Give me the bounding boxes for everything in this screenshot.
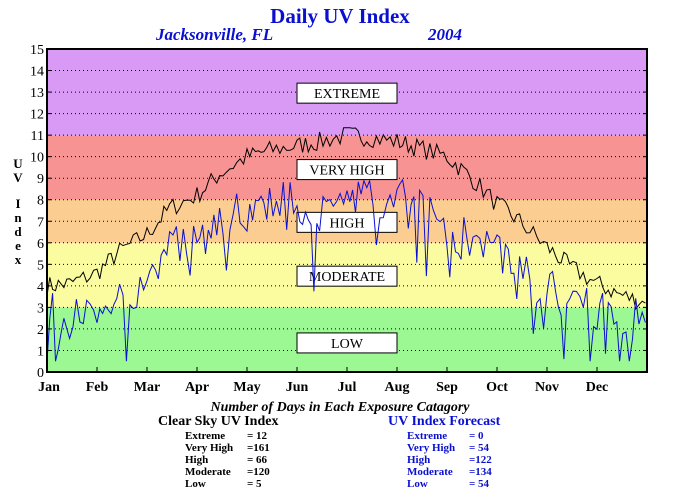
x-tick-label: Sep <box>436 380 458 395</box>
x-tick-label: May <box>233 380 260 395</box>
clear-stat-row: High = 66 <box>185 454 305 466</box>
y-tick-label: 7 <box>37 215 44 230</box>
forecast-stat-row: High =122 <box>407 454 519 466</box>
band-label-box <box>296 332 398 354</box>
y-axis-label-char: d <box>14 224 22 239</box>
y-tick-label: 6 <box>37 237 44 252</box>
stat-label: Very High <box>185 442 234 454</box>
y-tick-label: 9 <box>37 172 44 187</box>
stat-label: High <box>185 454 209 466</box>
stat-label: High <box>407 454 431 466</box>
location-label: Jacksonville, FL <box>156 25 274 44</box>
band-label-text: HIGH <box>330 216 365 231</box>
stat-label: Extreme <box>407 430 448 442</box>
stat-label: Moderate <box>185 466 231 478</box>
y-tick-label: 11 <box>31 129 44 144</box>
x-tick-label: Apr <box>185 380 209 395</box>
clear-stat-row: Moderate =120 <box>185 466 305 478</box>
forecast-stat-row: Very High = 54 <box>407 442 519 454</box>
clear-stat-row: Extreme = 12 <box>185 430 305 442</box>
band-label-text: VERY HIGH <box>309 164 384 179</box>
band-label-high: HIGH <box>296 211 398 233</box>
stat-label: Moderate <box>407 466 453 478</box>
x-tick-label: Nov <box>535 380 559 395</box>
clear-sky-stats-title: Clear Sky UV Index <box>158 414 279 429</box>
band-label-text: MODERATE <box>309 270 385 285</box>
stat-value: =161 <box>247 442 270 454</box>
stat-value: = 54 <box>469 442 490 454</box>
y-axis-label-char: x <box>15 252 22 267</box>
y-tick-label: 1 <box>37 344 44 359</box>
stat-value: =120 <box>247 466 270 478</box>
forecast-stat-row: Extreme = 0 <box>407 430 519 442</box>
x-tick-label: Jan <box>38 380 60 395</box>
stat-label: Low <box>407 478 428 490</box>
y-tick-label: 5 <box>37 258 44 273</box>
y-tick-label: 10 <box>30 151 44 166</box>
band-label-box <box>296 82 398 104</box>
x-tick-label: Oct <box>486 380 508 395</box>
y-tick-label: 0 <box>37 366 44 381</box>
data-series <box>46 127 646 362</box>
y-tick-label: 15 <box>30 43 44 58</box>
clear-stat-row: Low = 5 <box>185 478 305 490</box>
y-tick-label: 8 <box>37 194 44 209</box>
y-tick-label: 13 <box>30 86 44 101</box>
stat-value: =122 <box>469 454 492 466</box>
stat-label: Very High <box>407 442 456 454</box>
band-label-low: LOW <box>296 332 398 354</box>
y-axis-label-char: I <box>15 196 20 211</box>
x-tick-label: Feb <box>86 380 109 395</box>
y-axis-label-char: V <box>13 170 23 185</box>
forecast-stats-title: UV Index Forecast <box>388 414 501 429</box>
x-tick-label: Mar <box>134 380 160 395</box>
forecast-stats: UV Index Forecast Extreme = 0 Very High = … <box>388 414 500 490</box>
stat-label: Extreme <box>185 430 226 442</box>
y-tick-label: 12 <box>30 108 44 123</box>
forecast-stat-row: Low = 54 <box>407 478 519 490</box>
band-label-box <box>296 265 398 287</box>
band-label-box <box>296 159 398 181</box>
y-axis-label-char: n <box>14 210 22 225</box>
y-tick-label: 3 <box>37 301 44 316</box>
gridlines <box>47 70 647 351</box>
stats-heading: Number of Days in Each Exposure Catagory <box>210 400 470 415</box>
stat-value: = 12 <box>247 430 268 442</box>
x-tick-label: Aug <box>385 380 410 395</box>
band-label-moderate: MODERATE <box>296 265 398 287</box>
band-label-very-high: VERY HIGH <box>296 159 398 181</box>
x-axis-ticks: Jan Feb Mar Apr May Jun Jul Aug Sep Oct Nov Dec <box>38 367 608 395</box>
series-line-forecast <box>46 178 646 362</box>
y-axis-label-char: e <box>15 238 21 253</box>
x-tick-label: Dec <box>586 380 609 395</box>
series-line-clear-sky <box>46 127 646 311</box>
y-tick-label: 4 <box>37 280 44 295</box>
y-tick-label: 2 <box>37 323 44 338</box>
stat-value: = 54 <box>469 478 490 490</box>
y-axis-label-char: U <box>13 156 23 171</box>
clear-stat-row: Very High =161 <box>185 442 305 454</box>
x-tick-label: Jul <box>338 380 357 395</box>
clear-sky-stats: Clear Sky UV Index Extreme = 12 Very High… <box>158 414 278 490</box>
stat-value: = 66 <box>247 454 268 466</box>
band-label-extreme: EXTREME <box>296 82 398 104</box>
year-label: 2004 <box>428 25 462 44</box>
band-label-text: EXTREME <box>314 87 380 102</box>
forecast-stat-row: Moderate =134 <box>407 466 519 478</box>
stat-value: = 0 <box>469 430 484 442</box>
y-tick-label: 14 <box>30 65 44 80</box>
stat-value: = 5 <box>247 478 262 490</box>
band-label-text: LOW <box>331 337 364 352</box>
stat-label: Low <box>185 478 206 490</box>
chart-title: Daily UV Index <box>270 4 410 28</box>
band-label-box <box>296 211 398 233</box>
x-tick-label: Jun <box>286 380 309 395</box>
band-labels: LOW MODERATE HIGH VERY HIGH EXTREME <box>296 82 398 354</box>
stat-value: =134 <box>469 466 492 478</box>
